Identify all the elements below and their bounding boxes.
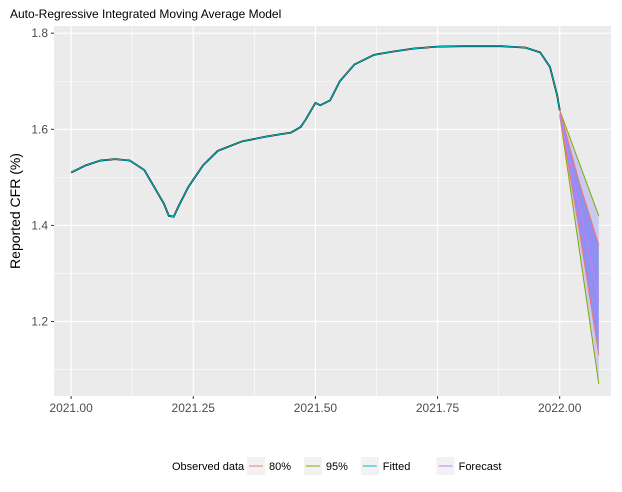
x-tick-label: 2021.25 <box>172 401 216 415</box>
plot-background <box>54 26 611 396</box>
legend-label: Observed data <box>172 461 245 473</box>
band-95-upper <box>559 109 600 216</box>
y-axis-title: Reported CFR (%) <box>7 153 23 269</box>
legend-label: 95% <box>326 461 348 473</box>
series-line-fitted <box>70 45 561 218</box>
x-tick-label: 2021.00 <box>49 401 93 415</box>
series-line-forecast <box>559 114 600 300</box>
band-80-lower <box>559 114 600 356</box>
x-tick-label: 2022.00 <box>538 401 582 415</box>
band-95-lower <box>559 114 600 385</box>
legend-label: Fitted <box>383 461 411 473</box>
y-tick-label: 1.6 <box>31 122 48 136</box>
chart-title: Auto-Regressive Integrated Moving Averag… <box>10 7 281 21</box>
y-tick-label: 1.8 <box>31 26 48 40</box>
band-80-upper <box>559 109 600 245</box>
y-tick-label: 1.2 <box>31 315 48 329</box>
legend-label: 80% <box>269 461 291 473</box>
legend: Observed data 80% 95% Fitted Forecast <box>172 457 501 475</box>
x-tick-label: 2021.75 <box>416 401 460 415</box>
y-tick-label: 1.4 <box>31 218 48 232</box>
plot-area <box>54 26 611 396</box>
legend-label: Forecast <box>459 461 502 473</box>
x-tick-label: 2021.50 <box>294 401 338 415</box>
